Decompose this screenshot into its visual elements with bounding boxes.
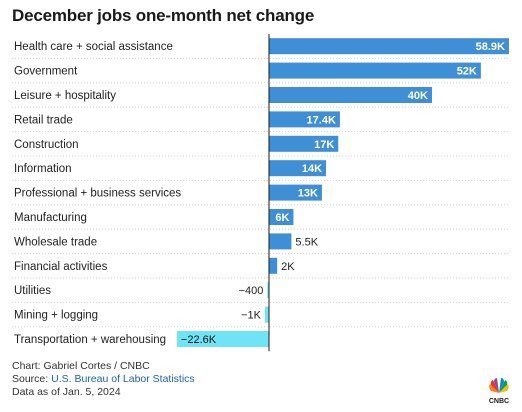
value-label: 13K [298, 188, 318, 200]
chart-title: December jobs one-month net change [12, 6, 315, 25]
bar [269, 209, 294, 225]
bar [269, 38, 509, 55]
bar [264, 306, 269, 323]
cnbc-peacock-icon: CNBC [486, 377, 512, 405]
value-label: 6K [275, 212, 289, 224]
category-label: Financial activities [14, 261, 108, 273]
value-label: 58.9K [476, 41, 505, 53]
category-label: Government [14, 66, 78, 78]
category-label: Utilities [14, 285, 51, 297]
value-label: −1K [241, 310, 262, 322]
bar [269, 184, 322, 201]
value-label: −22.6K [181, 334, 217, 346]
value-label: −400 [239, 285, 264, 297]
bar [269, 257, 278, 274]
value-label: 2K [281, 261, 295, 273]
bar-chart: Health care + social assistance 58.9K Gove… [12, 34, 510, 352]
data-date-note: Data as of Jan. 5, 2024 [12, 386, 121, 398]
value-label: 40K [408, 90, 428, 102]
category-label: Health care + social assistance [14, 41, 173, 53]
bar [269, 135, 339, 152]
source-prefix: Source: [12, 373, 52, 385]
value-label: 14K [302, 163, 322, 175]
chart-source: Source: U.S. Bureau of Labor Statistics [12, 373, 195, 386]
bar [176, 331, 269, 347]
category-label: Mining + logging [14, 310, 98, 322]
category-label: Wholesale trade [14, 236, 97, 248]
value-label: 17K [314, 139, 334, 151]
category-label: Construction [14, 139, 79, 151]
category-label: Manufacturing [14, 212, 87, 224]
bar [269, 62, 481, 79]
value-label: 17.4K [307, 114, 336, 126]
category-label: Retail trade [14, 114, 73, 126]
source-link[interactable]: U.S. Bureau of Labor Statistics [51, 373, 195, 385]
bar [269, 160, 327, 177]
bar [269, 87, 432, 103]
bar [269, 111, 340, 128]
category-label: Leisure + hospitality [14, 90, 116, 102]
chart-credit: Chart: Gabriel Cortes / CNBC [12, 360, 150, 372]
category-label: Information [14, 163, 72, 175]
bar [269, 233, 292, 250]
value-label: 52K [457, 66, 477, 78]
logo-text: CNBC [489, 398, 509, 405]
value-label: 5.5K [295, 236, 318, 248]
category-label: Professional + business services [14, 188, 181, 200]
category-label: Transportation + warehousing [14, 334, 166, 346]
chart-footer: Chart: Gabriel Cortes / CNBC Source: U.S… [12, 360, 195, 399]
bar [267, 282, 269, 299]
